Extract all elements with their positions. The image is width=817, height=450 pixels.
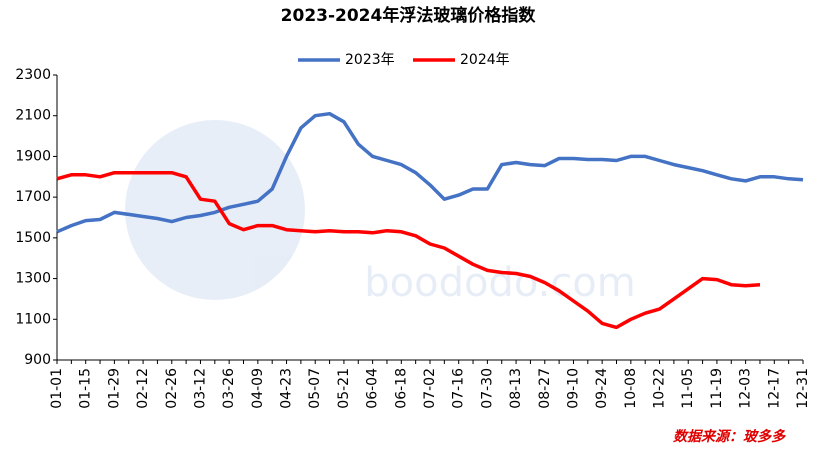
series-line xyxy=(56,170,761,330)
chart-title: 2023-2024年浮法玻璃价格指数 xyxy=(281,5,537,26)
x-tick-label: 06-04 xyxy=(365,368,381,409)
x-tick-label: 12-17 xyxy=(766,368,782,409)
legend-label: 2024年 xyxy=(460,52,510,68)
source-note: 数据来源：玻多多 xyxy=(673,428,786,445)
x-tick-label: 04-23 xyxy=(279,368,295,409)
x-tick-label: 07-16 xyxy=(451,368,467,409)
x-tick-label: 12-03 xyxy=(738,368,754,409)
x-tick-label: 08-13 xyxy=(508,368,524,409)
x-tick-label: 10-22 xyxy=(652,368,668,409)
x-tick-label: 02-26 xyxy=(164,368,180,409)
series-line xyxy=(56,111,804,234)
x-tick-label: 07-02 xyxy=(422,368,438,409)
x-tick-label: 02-12 xyxy=(135,368,151,409)
x-tick-label: 01-01 xyxy=(49,368,65,409)
x-tick-label: 03-26 xyxy=(221,368,237,409)
y-tick-label: 900 xyxy=(24,352,51,368)
x-tick-label: 08-27 xyxy=(537,368,553,409)
y-tick-label: 1700 xyxy=(15,189,51,205)
y-tick-label: 1300 xyxy=(15,271,51,287)
x-tick-label: 03-12 xyxy=(192,368,208,409)
x-tick-label: 04-09 xyxy=(250,368,266,409)
x-tick-label: 10-08 xyxy=(623,368,639,409)
x-tick-label: 11-19 xyxy=(709,368,725,409)
y-tick-label: 1500 xyxy=(15,230,51,246)
x-tick-label: 12-31 xyxy=(795,368,811,409)
legend-label: 2023年 xyxy=(345,52,395,68)
x-tick-label: 09-10 xyxy=(565,368,581,409)
x-tick-label: 01-15 xyxy=(78,368,94,409)
y-tick-label: 1900 xyxy=(15,148,51,164)
x-tick-label: 11-05 xyxy=(680,368,696,409)
watermark: boododo.com xyxy=(125,120,636,306)
x-tick-label: 05-21 xyxy=(336,368,352,409)
x-tick-label: 06-18 xyxy=(393,368,409,409)
svg-text:boododo.com: boododo.com xyxy=(364,260,636,306)
y-tick-label: 2100 xyxy=(15,108,51,124)
y-tick-label: 1100 xyxy=(15,311,51,327)
x-tick-label: 01-29 xyxy=(106,368,122,409)
x-tick-label: 09-24 xyxy=(594,368,610,409)
y-tick-label: 2300 xyxy=(15,67,51,83)
x-tick-label: 05-07 xyxy=(307,368,323,409)
x-tick-label: 07-30 xyxy=(479,368,495,409)
